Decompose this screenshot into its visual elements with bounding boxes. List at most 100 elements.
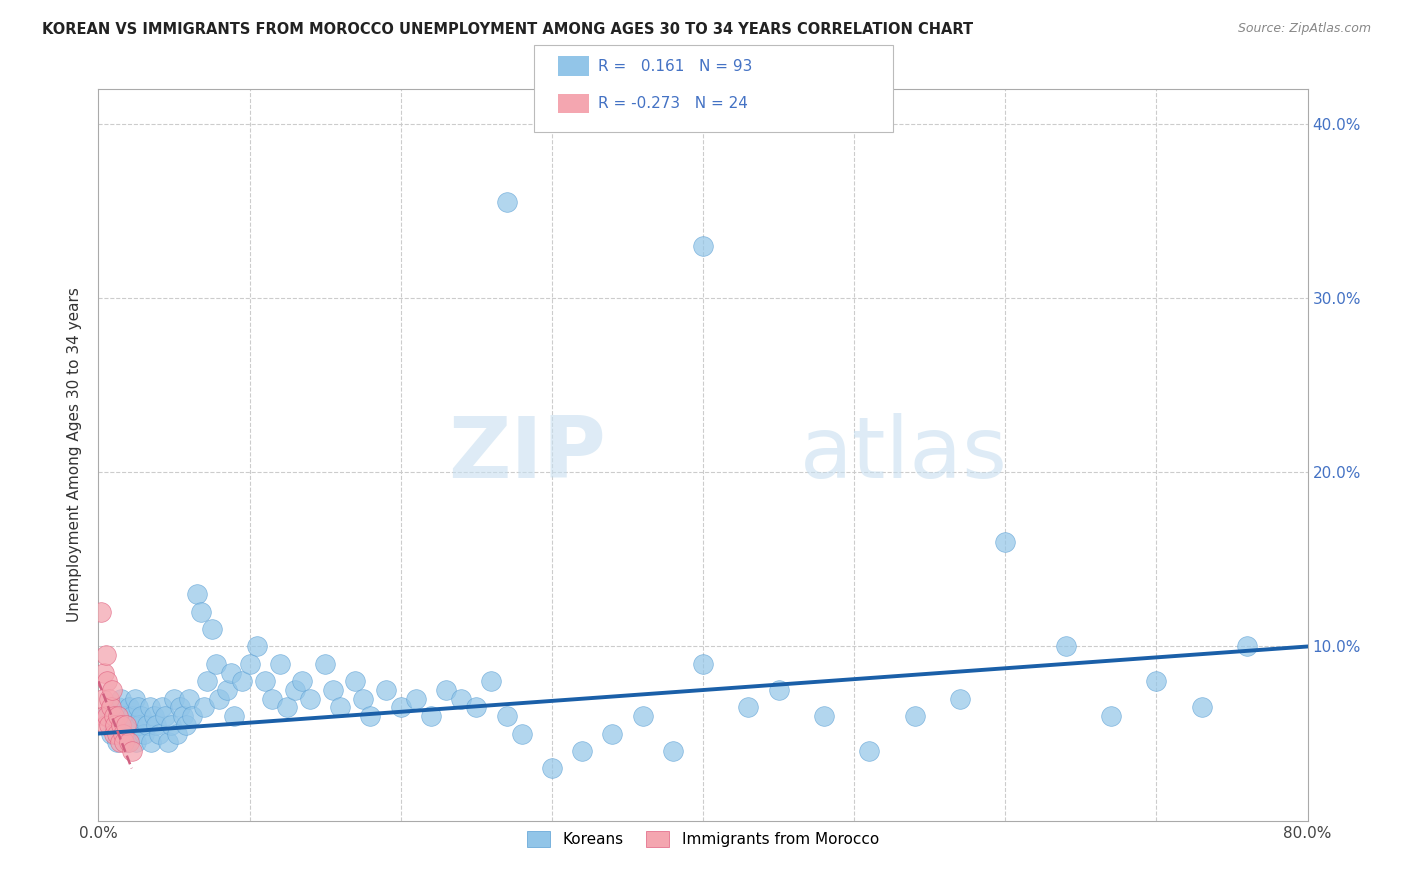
Point — [314, 657, 336, 671]
Point — [114, 718, 136, 732]
Point — [107, 700, 129, 714]
Point — [122, 718, 145, 732]
Point — [495, 195, 517, 210]
Point — [135, 718, 157, 732]
Point — [360, 709, 382, 723]
Point — [153, 709, 176, 723]
Point — [124, 691, 146, 706]
Point — [105, 726, 128, 740]
Point — [107, 709, 129, 723]
Point — [231, 674, 253, 689]
Point — [94, 718, 117, 732]
Point — [172, 709, 194, 723]
Point — [104, 718, 127, 732]
Point — [108, 735, 131, 749]
Point — [132, 726, 155, 740]
Point — [1054, 640, 1077, 654]
Point — [179, 691, 201, 706]
Point — [193, 700, 215, 714]
Point — [1144, 674, 1167, 689]
Point — [174, 718, 197, 732]
Point — [692, 239, 714, 253]
Text: R = -0.273   N = 24: R = -0.273 N = 24 — [598, 96, 748, 111]
Point — [94, 709, 117, 723]
Point — [768, 683, 790, 698]
Point — [100, 700, 122, 714]
Point — [205, 657, 228, 671]
Point — [118, 735, 141, 749]
Point — [101, 683, 124, 698]
Point — [129, 709, 152, 723]
Point — [120, 726, 142, 740]
Point — [904, 709, 927, 723]
Point — [405, 691, 427, 706]
Point — [737, 700, 759, 714]
Point — [121, 744, 143, 758]
Point — [299, 691, 322, 706]
Point — [631, 709, 654, 723]
Point — [93, 665, 115, 680]
Point — [352, 691, 374, 706]
Legend: Koreans, Immigrants from Morocco: Koreans, Immigrants from Morocco — [522, 825, 884, 854]
Point — [114, 718, 136, 732]
Point — [949, 691, 972, 706]
Point — [115, 735, 138, 749]
Point — [96, 709, 118, 723]
Text: Source: ZipAtlas.com: Source: ZipAtlas.com — [1237, 22, 1371, 36]
Point — [246, 640, 269, 654]
Point — [450, 691, 472, 706]
Point — [105, 735, 128, 749]
Point — [269, 657, 291, 671]
Point — [93, 709, 115, 723]
Point — [141, 735, 163, 749]
Point — [813, 709, 835, 723]
Point — [374, 683, 396, 698]
Point — [510, 726, 533, 740]
Point — [96, 674, 118, 689]
Point — [163, 691, 186, 706]
Point — [344, 674, 367, 689]
Point — [112, 709, 135, 723]
Point — [253, 674, 276, 689]
Point — [434, 683, 457, 698]
Text: R =   0.161   N = 93: R = 0.161 N = 93 — [598, 59, 752, 73]
Point — [148, 726, 170, 740]
Point — [181, 709, 204, 723]
Point — [94, 648, 117, 663]
Point — [208, 691, 231, 706]
Point — [1236, 640, 1258, 654]
Point — [1191, 700, 1213, 714]
Point — [201, 622, 224, 636]
Text: atlas: atlas — [800, 413, 1008, 497]
Point — [602, 726, 624, 740]
Point — [169, 700, 191, 714]
Point — [284, 683, 307, 698]
Point — [291, 674, 314, 689]
Point — [1099, 709, 1122, 723]
Point — [112, 735, 135, 749]
Point — [322, 683, 344, 698]
Point — [166, 726, 188, 740]
Point — [221, 665, 243, 680]
Point — [139, 700, 162, 714]
Text: KOREAN VS IMMIGRANTS FROM MOROCCO UNEMPLOYMENT AMONG AGES 30 TO 34 YEARS CORRELA: KOREAN VS IMMIGRANTS FROM MOROCCO UNEMPL… — [42, 22, 973, 37]
Point — [661, 744, 683, 758]
Point — [224, 709, 246, 723]
Point — [692, 657, 714, 671]
Point — [858, 744, 880, 758]
Point — [143, 709, 166, 723]
Point — [239, 657, 262, 671]
Point — [481, 674, 503, 689]
Point — [90, 605, 112, 619]
Point — [215, 683, 238, 698]
Point — [110, 691, 132, 706]
Point — [98, 718, 121, 732]
Point — [994, 535, 1017, 549]
Point — [121, 709, 143, 723]
Point — [329, 700, 352, 714]
Point — [186, 587, 208, 601]
Point — [276, 700, 298, 714]
Point — [127, 700, 149, 714]
Point — [150, 700, 173, 714]
Point — [465, 700, 488, 714]
